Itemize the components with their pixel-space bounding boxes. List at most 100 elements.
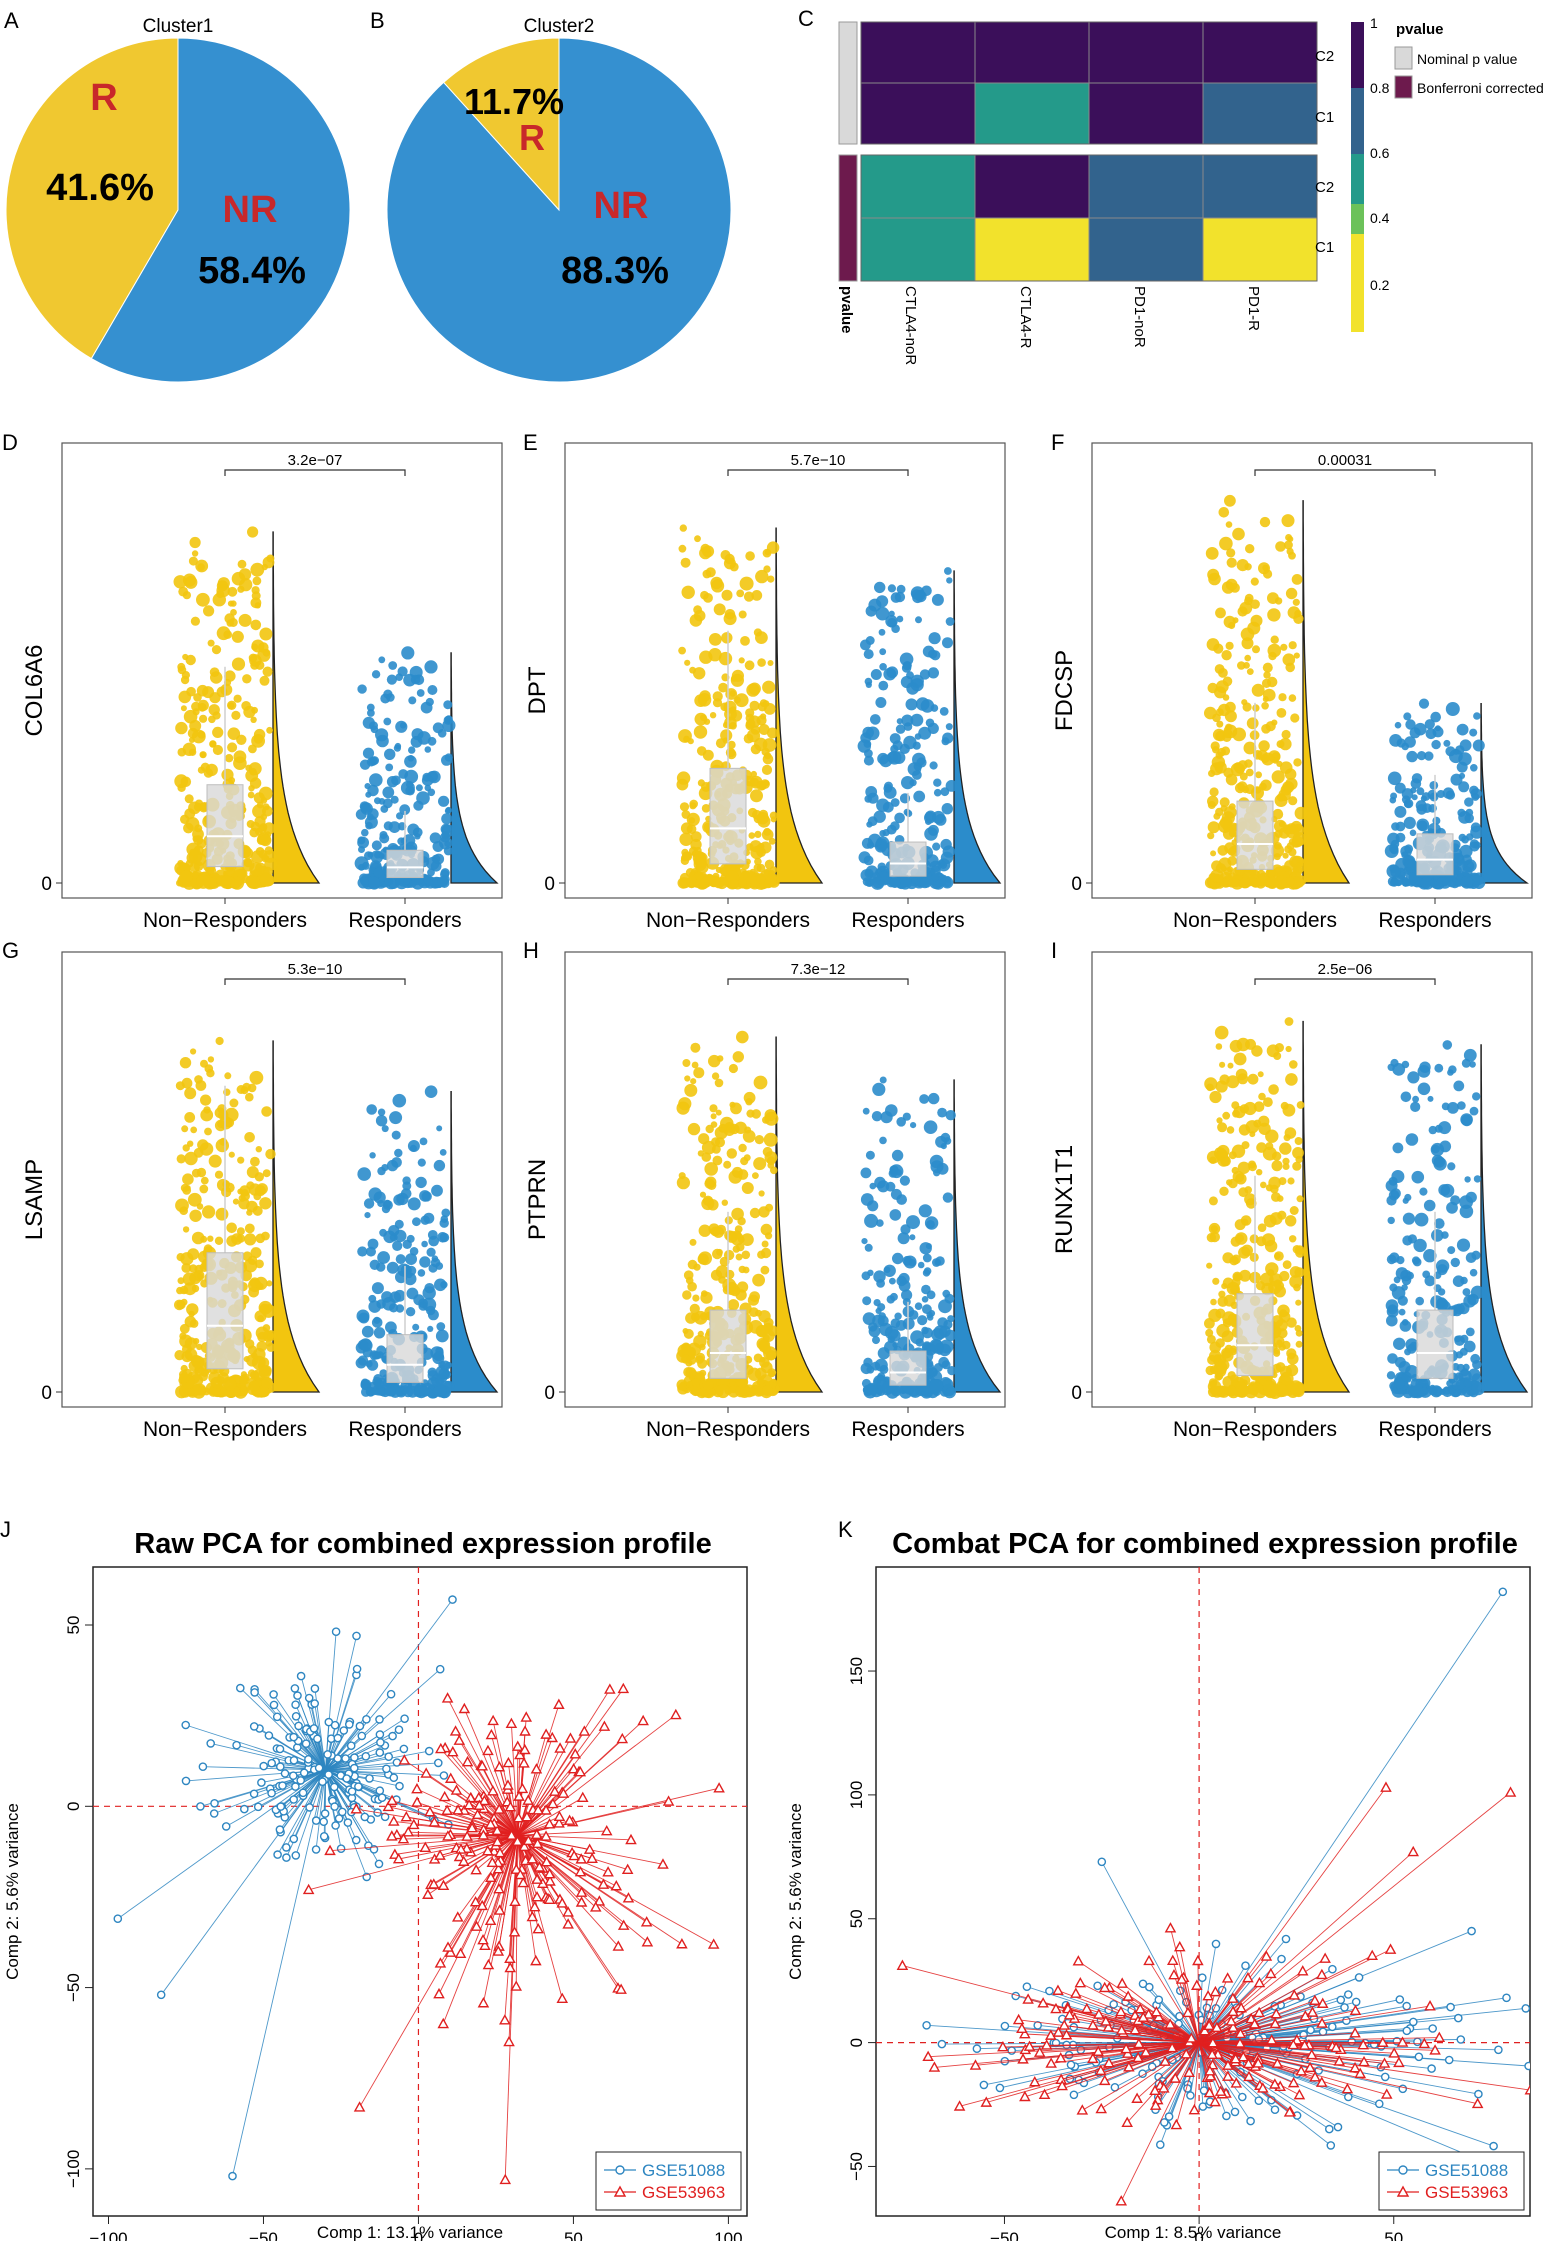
point-GSE51088 (1230, 2107, 1240, 2117)
point-GSE51088 (375, 1715, 384, 1724)
point-GSE51088 (339, 1726, 349, 1735)
data-point-non-responders (695, 852, 708, 865)
data-point-responders (1470, 1353, 1481, 1364)
legend-tick-1: 1 (1370, 15, 1378, 31)
data-point-responders (435, 1346, 444, 1356)
data-point-responders (384, 1385, 396, 1397)
data-point-responders (880, 1111, 893, 1124)
point-GSE51088 (1454, 2013, 1463, 2023)
point-GSE51088 (1414, 2052, 1424, 2062)
data-point-responders (1412, 1095, 1419, 1103)
pie-slice-r (5, 37, 179, 360)
data-point-non-responders (183, 709, 198, 724)
point-GSE51088 (323, 1750, 332, 1759)
slice-label-nr: NR (594, 185, 649, 227)
data-point-responders (383, 717, 392, 726)
data-point-responders (895, 1320, 907, 1331)
data-point-responders (877, 862, 887, 872)
point-GSE51088 (310, 1684, 320, 1693)
data-point-non-responders (711, 579, 725, 593)
data-point-non-responders (749, 1207, 761, 1219)
data-point-non-responders (1291, 574, 1303, 585)
data-point-non-responders (230, 600, 237, 607)
data-point-responders (923, 1120, 938, 1134)
data-point-non-responders (754, 857, 762, 866)
data-point-non-responders (228, 1151, 235, 1158)
violin-non-responders (775, 527, 824, 884)
data-point-non-responders (743, 1091, 756, 1104)
point-GSE51088 (273, 1850, 282, 1859)
data-point-responders (899, 652, 914, 667)
data-point-non-responders (209, 692, 221, 704)
box-non-responders (709, 767, 747, 865)
point-GSE51088 (209, 1809, 219, 1818)
data-point-responders (406, 1287, 419, 1300)
data-point-non-responders (1224, 710, 1237, 723)
point-GSE51088 (1375, 2099, 1384, 2109)
data-point-non-responders (204, 1127, 212, 1136)
data-point-responders (923, 1267, 932, 1275)
point-GSE51088 (1328, 1964, 1337, 1974)
data-point-non-responders (244, 1223, 255, 1234)
data-point-responders (1405, 719, 1416, 730)
data-point-non-responders (1235, 1068, 1248, 1081)
data-point-responders (1459, 1347, 1468, 1356)
data-point-non-responders (229, 1098, 239, 1108)
data-point-responders (1414, 1212, 1429, 1227)
data-point-responders (403, 878, 410, 885)
data-point-responders (1424, 1275, 1436, 1287)
violin-responders (450, 1091, 499, 1393)
data-point-non-responders (224, 1072, 232, 1080)
y-axis-label: COL6A6 (21, 644, 48, 736)
data-point-non-responders (200, 1279, 209, 1288)
violin-non-responders (1302, 500, 1351, 884)
data-point-non-responders (762, 680, 776, 694)
data-point-responders (1447, 1102, 1459, 1114)
data-point-non-responders (180, 705, 187, 712)
data-point-non-responders (200, 1108, 214, 1122)
data-point-responders (901, 663, 912, 673)
data-point-non-responders (220, 683, 233, 696)
point-GSE51088 (330, 1720, 340, 1730)
data-point-responders (402, 1176, 411, 1185)
y-tick-label: 0 (1071, 874, 1082, 895)
data-point-non-responders (210, 671, 223, 684)
data-point-non-responders (686, 1381, 693, 1388)
data-point-responders (878, 680, 889, 691)
data-point-non-responders (195, 1080, 207, 1091)
legend-label: GSE53963 (642, 2183, 725, 2202)
point-GSE51088 (311, 1816, 321, 1825)
significance-bracket (1254, 469, 1436, 476)
data-point-non-responders (1294, 806, 1308, 820)
data-point-responders (361, 1325, 374, 1338)
data-point-non-responders (1206, 1262, 1213, 1269)
data-point-responders (865, 1150, 875, 1160)
data-point-non-responders (1294, 1137, 1303, 1145)
data-point-non-responders (1231, 1277, 1241, 1287)
data-point-responders (895, 724, 906, 734)
data-point-non-responders (693, 667, 706, 680)
point-GSE51088 (388, 1731, 397, 1741)
legend-swatch-bonferroni (1394, 75, 1413, 99)
data-point-non-responders (198, 1385, 206, 1394)
point-GSE51088 (314, 1763, 324, 1773)
data-point-non-responders (683, 1328, 694, 1339)
point-GSE51088 (324, 1770, 333, 1779)
point-GSE51088 (1498, 1587, 1508, 1597)
y-tick-label: 50 (847, 1909, 866, 1928)
data-point-responders (937, 1107, 947, 1118)
data-point-non-responders (247, 791, 255, 799)
point-GSE51088 (1474, 2089, 1483, 2099)
data-point-responders (865, 786, 878, 798)
data-point-non-responders (755, 569, 769, 584)
data-point-non-responders (1271, 770, 1285, 784)
data-point-responders (912, 770, 922, 780)
data-point-responders (1447, 1069, 1454, 1076)
data-point-non-responders (763, 565, 771, 573)
data-point-non-responders (716, 1384, 730, 1399)
legend-tick-04: 0.4 (1370, 210, 1390, 226)
data-point-responders (938, 1356, 950, 1368)
data-point-responders (947, 1315, 955, 1323)
data-point-responders (366, 1387, 376, 1397)
